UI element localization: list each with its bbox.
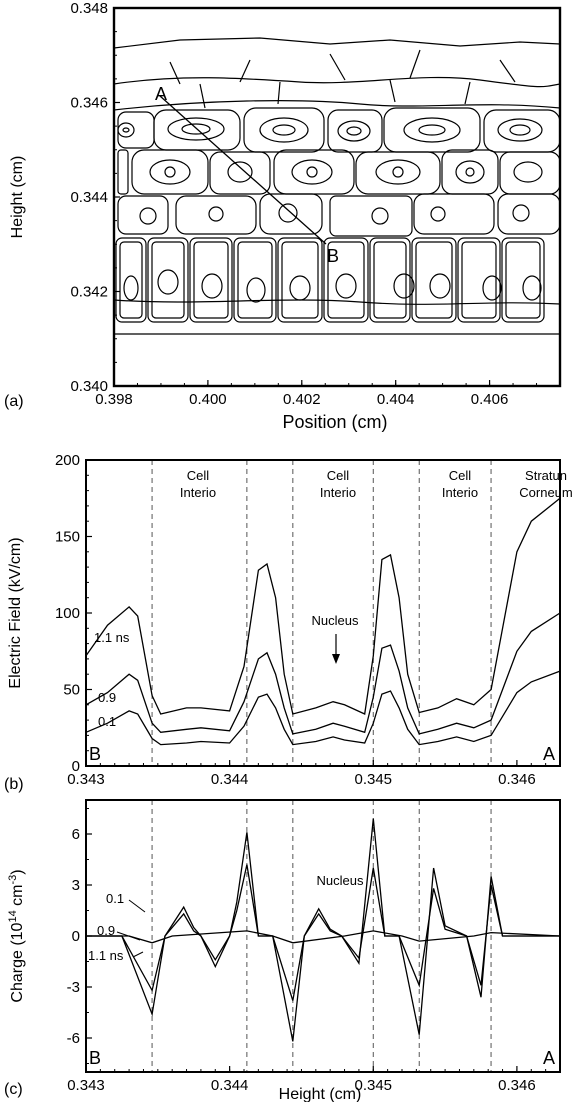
x-axis-label-c: Height (cm) [279,1086,362,1102]
y-tick-label-a-0: 0.340 [70,378,108,395]
x-tick-label-a-2: 0.402 [283,391,321,408]
nucleus-arrow-b [332,634,340,664]
x-tick-label-b-0: 0.343 [67,771,105,788]
corner-label-b-right: A [543,744,555,764]
corner-label-c-left: B [89,1048,101,1068]
panel-b: 0.343 0.344 0.345 0.346 0 50 100 150 200 Cell In… [4,452,573,793]
series-line-c-1 [86,864,560,1001]
y-tick-label-a-3: 0.346 [70,95,108,112]
panel-label-b: (b) [4,776,24,793]
axes-a: 0.398 0.400 0.402 0.404 0.406 0.340 0.342 0.344… [70,0,538,408]
y-tick-label-c-4: 6 [72,826,80,843]
series-label-c-0-9: 0.9 [97,923,115,938]
y-tick-label-a-4: 0.348 [70,0,108,17]
x-tick-label-c-3: 0.346 [498,1077,536,1094]
y-tick-label-b-0: 0 [72,758,80,775]
axes-b: 0.343 0.344 0.345 0.346 0 50 100 150 200 [55,452,561,788]
series-line-c-2 [86,818,560,1042]
region-label-1-line1: Cell [187,468,210,483]
x-axis-label-a: Position (cm) [282,412,387,432]
axes-c: 0.343 0.344 0.345 0.346 -6 -3 0 3 6 [67,808,561,1094]
series-line-b-1 [85,612,561,735]
corner-label-c-right: A [543,1048,555,1068]
y-axis-label-b: Electric Field (kV/cm) [7,537,24,688]
y-axis-label-a: Height (cm) [9,156,26,239]
series-label-1-1ns: 1.1 ns [94,630,130,645]
region-label-4-line2: Corneum [519,485,572,500]
region-label-4-line1: Stratun [525,468,567,483]
x-tick-label-b-1: 0.344 [211,771,249,788]
y-tick-label-b-3: 150 [55,529,80,546]
y-tick-label-b-2: 100 [55,605,80,622]
y-tick-label-b-4: 200 [55,452,80,469]
x-tick-label-b-3: 0.346 [498,771,536,788]
x-tick-label-c-1: 0.344 [211,1077,249,1094]
region-label-2-line1: Cell [327,468,350,483]
series-label-0-9: 0.9 [98,690,116,705]
x-tick-label-b-2: 0.345 [354,771,392,788]
panel-label-a: (a) [4,393,24,410]
series-label-c-0-1: 0.1 [106,891,124,906]
y-tick-label-c-1: -3 [67,979,80,996]
y-axis-label-c: Charge (1014 cm-3) [7,869,26,1002]
cell-drawing [114,37,560,335]
series-line-b-2 [85,670,561,746]
panel-c: 0.343 0.344 0.345 0.346 -6 -3 0 3 6 0.1 0.9 1.1 … [4,799,561,1102]
point-b-label: B [327,246,339,266]
nucleus-label-b: Nucleus [312,613,359,628]
panel-label-c: (c) [4,1081,23,1098]
y-tick-label-a-1: 0.342 [70,284,108,301]
y-tick-label-a-2: 0.344 [70,189,108,206]
corner-label-b-left: B [89,744,101,764]
y-tick-label-c-2: 0 [72,928,80,945]
x-tick-label-a-0: 0.398 [95,391,133,408]
series-line-b-0 [85,497,561,715]
plot-frame-c [85,799,561,1073]
point-a-label: A [155,84,167,104]
series-line-c-0 [86,930,561,944]
boundaries-c [151,800,492,1072]
boundaries-b [151,460,492,766]
series-label-c-1-1ns: 1.1 ns [88,948,124,963]
y-tick-label-b-1: 50 [63,682,80,699]
series-b [85,497,561,746]
y-tick-label-c-3: 3 [72,877,80,894]
x-tick-label-a-3: 0.404 [377,391,415,408]
y-tick-label-c-0: -6 [67,1030,80,1047]
x-tick-label-c-0: 0.343 [67,1077,105,1094]
nucleus-label-c: Nucleus [317,873,364,888]
series-label-0-1: 0.1 [98,714,116,729]
region-label-2-line2: Interio [320,485,356,500]
region-label-3-line1: Cell [449,468,472,483]
series-label-arrows-c [116,899,146,958]
series-c [86,818,561,1042]
x-tick-label-a-1: 0.400 [189,391,227,408]
x-tick-label-a-4: 0.406 [471,391,509,408]
region-label-3-line2: Interio [442,485,478,500]
panel-a: A B 0.398 0.400 0.402 0.404 0.4060.3400.3420… [4,0,562,432]
x-tick-label-c-2: 0.345 [354,1077,392,1094]
region-label-1-line2: Interio [180,485,216,500]
